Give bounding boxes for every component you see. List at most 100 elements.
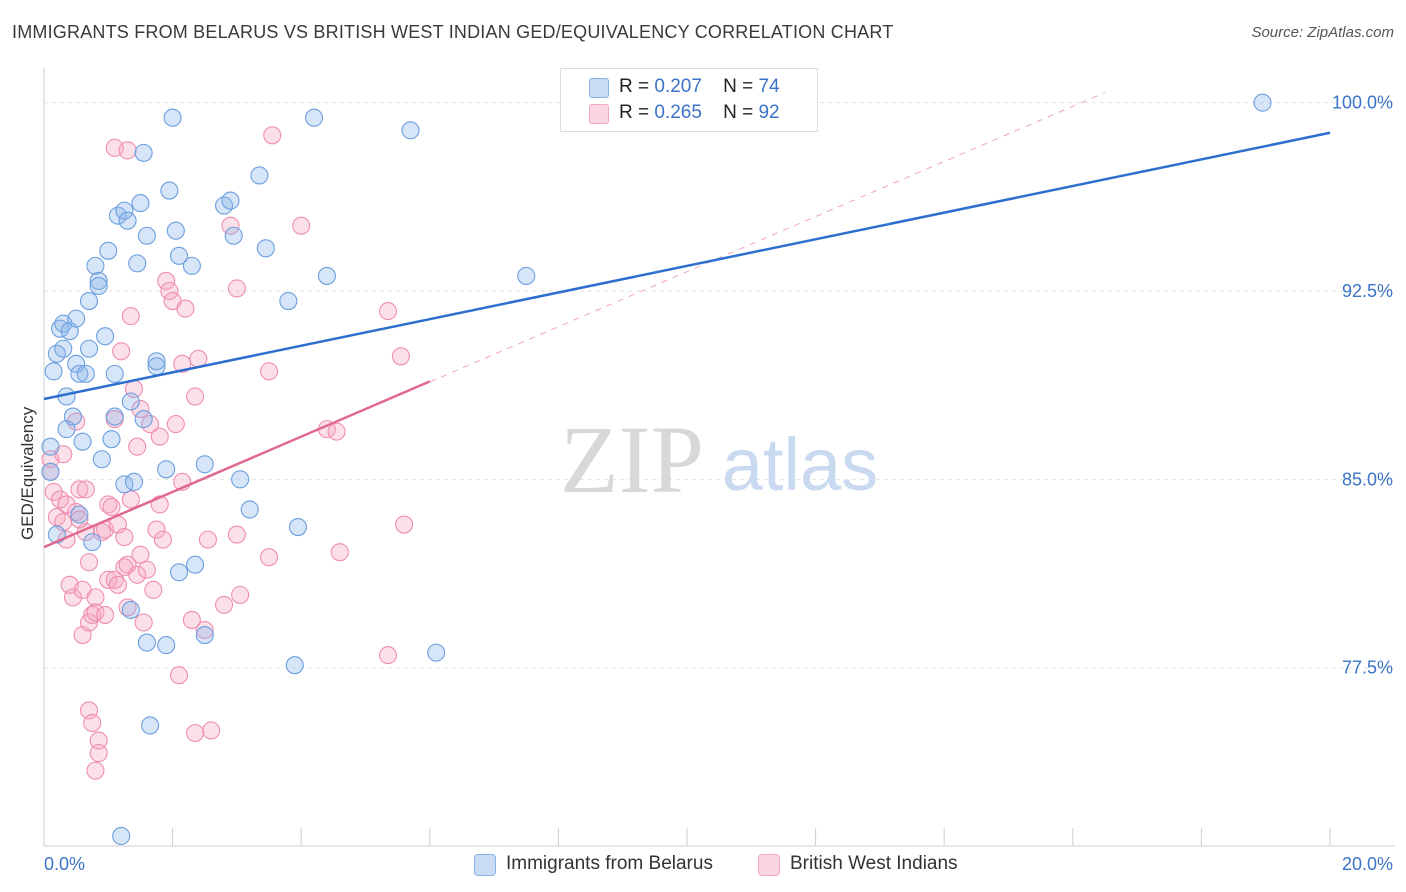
bottom-legend-label: Immigrants from Belarus — [506, 853, 713, 874]
data-point-immigrants-from-belarus — [288, 518, 308, 537]
data-point-british-west-indians — [186, 387, 205, 406]
data-point-british-west-indians — [263, 126, 282, 145]
data-point-immigrants-from-belarus — [221, 191, 240, 210]
data-point-immigrants-from-belarus — [256, 239, 275, 258]
grid-lines — [44, 102, 1395, 669]
data-point-british-west-indians — [118, 598, 137, 617]
data-point-british-west-indians — [83, 713, 102, 732]
data-point-british-west-indians — [182, 610, 201, 630]
data-point-immigrants-from-belarus — [76, 364, 95, 383]
data-point-immigrants-from-belarus — [124, 472, 144, 491]
data-point-british-west-indians — [214, 595, 234, 614]
data-point-immigrants-from-belarus — [92, 450, 111, 469]
data-point-immigrants-from-belarus — [89, 276, 108, 296]
data-point-immigrants-from-belarus — [182, 256, 201, 275]
data-point-immigrants-from-belarus — [89, 271, 108, 291]
data-point-british-west-indians — [330, 543, 349, 562]
trend-line-belarus — [43, 131, 1331, 401]
data-point-immigrants-from-belarus — [160, 181, 179, 200]
legend-r-value: 0.265 — [654, 102, 702, 123]
data-point-british-west-indians — [134, 613, 153, 632]
watermark-atlas: atlas — [722, 423, 878, 506]
data-point-immigrants-from-belarus — [157, 636, 176, 655]
data-point-immigrants-from-belarus — [121, 392, 140, 411]
data-point-british-west-indians — [76, 480, 95, 499]
data-point-immigrants-from-belarus — [240, 500, 259, 519]
data-point-immigrants-from-belarus — [231, 470, 250, 489]
data-point-british-west-indians — [70, 510, 89, 529]
data-point-british-west-indians — [227, 525, 246, 544]
data-point-british-west-indians — [231, 585, 250, 604]
data-point-british-west-indians — [144, 580, 163, 599]
data-point-immigrants-from-belarus — [41, 462, 60, 481]
data-point-immigrants-from-belarus — [305, 108, 324, 127]
data-point-immigrants-from-belarus — [70, 364, 89, 383]
y-axis-label-wrap: GED/Equivalency — [18, 407, 38, 740]
y-axis-label: GED/Equivalency — [18, 406, 37, 540]
data-point-immigrants-from-belarus — [134, 143, 153, 162]
data-point-immigrants-from-belarus — [195, 625, 214, 645]
data-point-british-west-indians — [186, 723, 205, 743]
data-point-immigrants-from-belarus — [147, 352, 166, 371]
data-point-british-west-indians — [89, 731, 108, 750]
data-point-british-west-indians — [150, 427, 169, 446]
legend-n-value: 92 — [758, 102, 780, 123]
data-point-british-west-indians — [112, 342, 131, 361]
data-point-immigrants-from-belarus — [427, 643, 446, 662]
data-point-british-west-indians — [67, 412, 86, 431]
data-point-british-west-indians — [128, 565, 147, 584]
data-point-immigrants-from-belarus — [86, 256, 105, 275]
data-point-british-west-indians — [166, 415, 185, 434]
data-point-british-west-indians — [89, 744, 108, 763]
data-point-british-west-indians — [99, 570, 118, 589]
y-tick-label: 77.5% — [1342, 658, 1393, 678]
data-point-immigrants-from-belarus — [112, 826, 131, 846]
data-point-british-west-indians — [137, 560, 156, 579]
data-point-british-west-indians — [79, 553, 99, 572]
data-point-immigrants-from-belarus — [115, 201, 134, 220]
data-point-immigrants-from-belarus — [169, 246, 189, 265]
y-tick-label: 85.0% — [1342, 469, 1393, 489]
trend-line-bwi — [43, 380, 431, 549]
data-point-immigrants-from-belarus — [517, 266, 536, 285]
data-point-immigrants-from-belarus — [169, 563, 189, 582]
data-point-immigrants-from-belarus — [131, 194, 150, 213]
data-point-british-west-indians — [118, 555, 137, 574]
data-point-british-west-indians — [378, 302, 398, 321]
legend-r-value: 0.207 — [654, 76, 702, 97]
trend-lines — [43, 92, 1331, 549]
bottom-legend-swatch-pink — [758, 854, 780, 876]
series-british-west-indians — [41, 126, 414, 780]
data-point-immigrants-from-belarus — [54, 339, 73, 358]
data-point-british-west-indians — [121, 307, 140, 326]
data-point-immigrants-from-belarus — [224, 226, 243, 245]
data-point-immigrants-from-belarus — [57, 420, 76, 439]
legend-r-label: R = — [619, 76, 650, 97]
data-point-british-west-indians — [131, 545, 150, 564]
data-point-british-west-indians — [176, 299, 195, 318]
data-point-immigrants-from-belarus — [401, 121, 420, 140]
data-point-british-west-indians — [99, 495, 118, 514]
data-point-british-west-indians — [131, 399, 150, 419]
data-point-british-west-indians — [292, 216, 311, 235]
data-point-british-west-indians — [128, 437, 147, 456]
bottom-legend-label: British West Indians — [790, 853, 958, 874]
data-point-immigrants-from-belarus — [128, 254, 147, 273]
data-point-immigrants-from-belarus — [137, 226, 156, 245]
data-point-british-west-indians — [169, 666, 189, 685]
data-point-immigrants-from-belarus — [99, 241, 118, 260]
data-point-immigrants-from-belarus — [79, 291, 99, 311]
data-point-immigrants-from-belarus — [102, 430, 121, 449]
watermark-zip: ZIP — [560, 406, 704, 513]
data-point-immigrants-from-belarus — [317, 266, 336, 285]
data-point-immigrants-from-belarus — [83, 533, 102, 552]
data-point-immigrants-from-belarus — [134, 410, 153, 429]
data-point-british-west-indians — [102, 497, 121, 517]
x-tick-label-max: 20.0% — [1342, 854, 1393, 874]
y-tick-label: 92.5% — [1342, 281, 1393, 301]
data-point-british-west-indians — [96, 605, 115, 625]
data-point-immigrants-from-belarus — [285, 656, 304, 675]
data-point-british-west-indians — [395, 515, 414, 534]
data-point-immigrants-from-belarus — [141, 716, 160, 735]
data-point-immigrants-from-belarus — [250, 166, 269, 185]
